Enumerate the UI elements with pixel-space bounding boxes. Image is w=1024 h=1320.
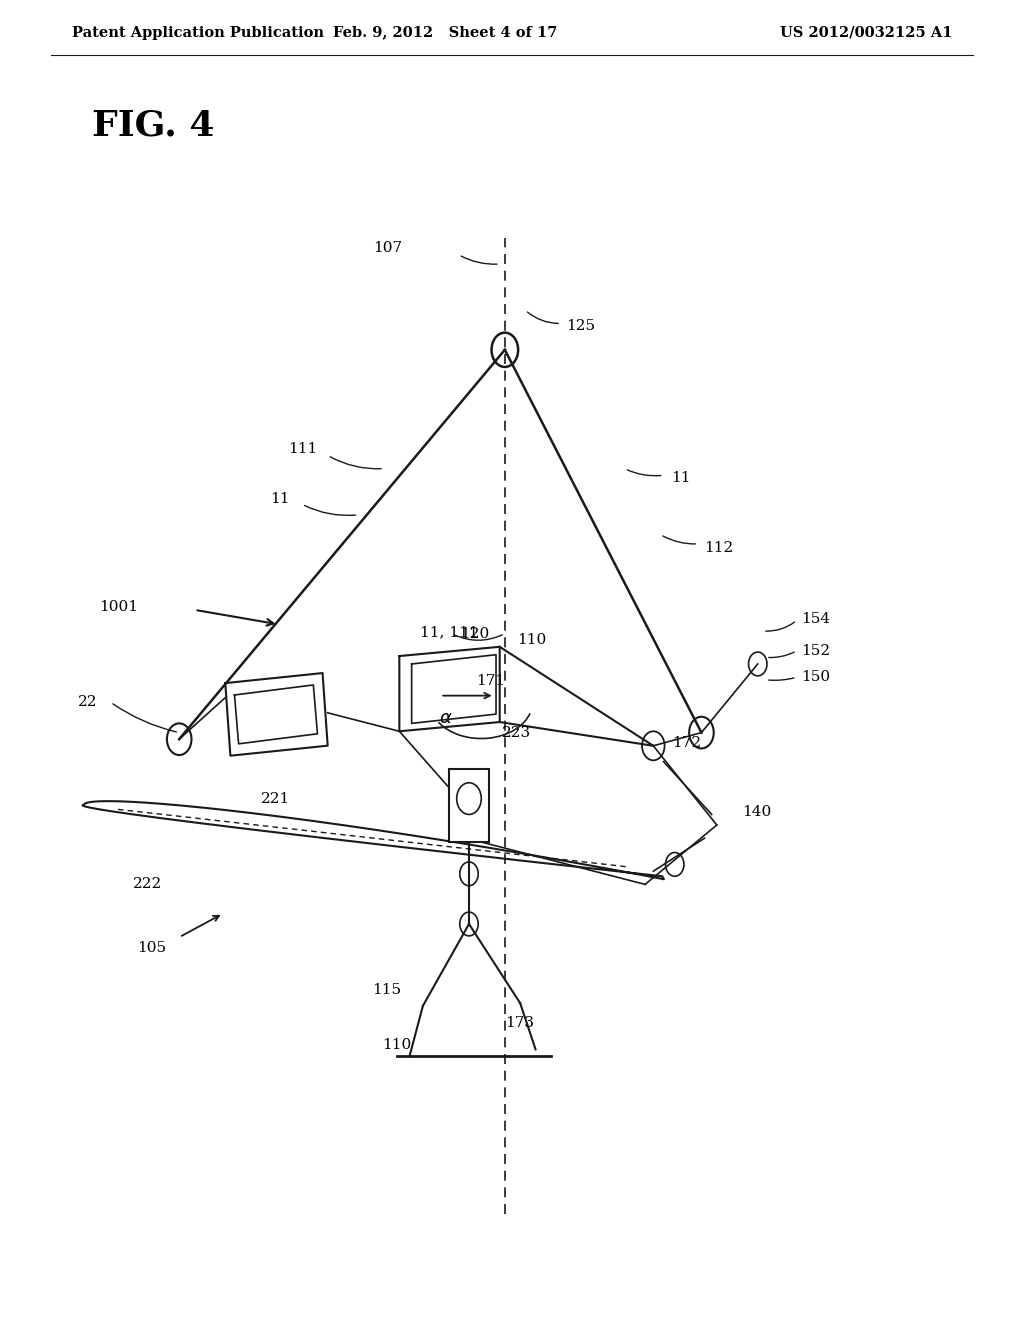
Text: 1001: 1001 [99,601,138,614]
Text: 140: 140 [742,805,772,818]
Text: 11, 111: 11, 111 [420,626,478,639]
Text: 110: 110 [517,634,547,647]
Text: 223: 223 [502,726,530,739]
Text: 222: 222 [133,878,163,891]
Text: 120: 120 [460,627,489,640]
Text: 150: 150 [801,671,829,684]
Text: 154: 154 [801,612,829,626]
Text: 171: 171 [476,675,505,688]
Text: Feb. 9, 2012   Sheet 4 of 17: Feb. 9, 2012 Sheet 4 of 17 [333,25,558,40]
Text: 125: 125 [566,319,595,333]
Text: 107: 107 [374,242,402,255]
Text: FIG. 4: FIG. 4 [92,108,215,143]
Text: 115: 115 [372,983,400,997]
Text: 112: 112 [705,541,734,554]
Text: 111: 111 [288,442,317,455]
Text: $\alpha$: $\alpha$ [438,709,453,727]
FancyBboxPatch shape [449,768,489,842]
Text: 221: 221 [261,792,291,805]
Text: 22: 22 [78,696,97,709]
Text: 172: 172 [672,737,700,750]
Text: 152: 152 [801,644,829,657]
Text: Patent Application Publication: Patent Application Publication [72,25,324,40]
Text: 110: 110 [382,1039,412,1052]
Text: 173: 173 [505,1016,534,1030]
Text: 11: 11 [270,492,290,506]
Text: 105: 105 [137,941,166,954]
Text: 11: 11 [671,471,690,484]
Text: US 2012/0032125 A1: US 2012/0032125 A1 [780,25,952,40]
